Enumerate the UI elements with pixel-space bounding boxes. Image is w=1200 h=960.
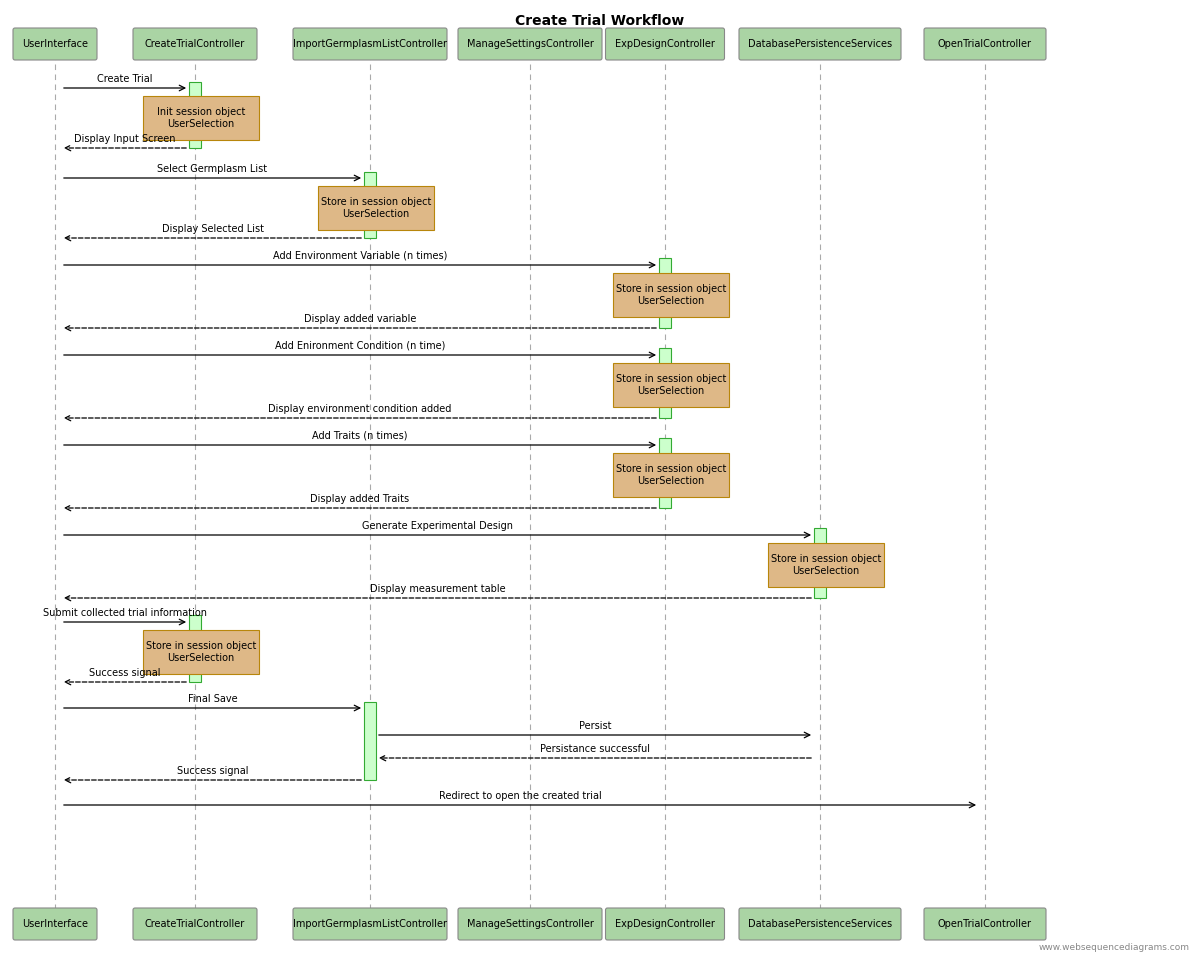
FancyBboxPatch shape bbox=[613, 363, 730, 407]
Text: Store in session object
UserSelection: Store in session object UserSelection bbox=[770, 554, 881, 576]
FancyBboxPatch shape bbox=[739, 908, 901, 940]
Text: DatabasePersistenceServices: DatabasePersistenceServices bbox=[748, 39, 892, 49]
FancyBboxPatch shape bbox=[659, 438, 671, 508]
FancyBboxPatch shape bbox=[924, 28, 1046, 60]
FancyBboxPatch shape bbox=[739, 28, 901, 60]
FancyBboxPatch shape bbox=[613, 273, 730, 317]
Text: CreateTrialController: CreateTrialController bbox=[145, 39, 245, 49]
Text: Init session object
UserSelection: Init session object UserSelection bbox=[157, 108, 245, 129]
Text: Display Selected List: Display Selected List bbox=[162, 224, 264, 234]
Text: Display added Traits: Display added Traits bbox=[311, 494, 409, 504]
Text: ImportGermplasmListController: ImportGermplasmListController bbox=[293, 919, 446, 929]
Text: Add Traits (n times): Add Traits (n times) bbox=[312, 431, 408, 441]
Text: Generate Experimental Design: Generate Experimental Design bbox=[362, 521, 514, 531]
Text: Display added variable: Display added variable bbox=[304, 314, 416, 324]
FancyBboxPatch shape bbox=[190, 82, 202, 148]
FancyBboxPatch shape bbox=[613, 453, 730, 497]
Text: Persistance successful: Persistance successful bbox=[540, 744, 650, 754]
FancyBboxPatch shape bbox=[458, 28, 602, 60]
FancyBboxPatch shape bbox=[293, 908, 446, 940]
Text: Final Save: Final Save bbox=[187, 694, 238, 704]
Text: Display environment condition added: Display environment condition added bbox=[269, 404, 451, 414]
Text: www.websequencediagrams.com: www.websequencediagrams.com bbox=[1039, 943, 1190, 952]
Text: Display Input Screen: Display Input Screen bbox=[74, 134, 175, 144]
FancyBboxPatch shape bbox=[143, 96, 259, 140]
Text: Store in session object
UserSelection: Store in session object UserSelection bbox=[320, 197, 431, 219]
Text: Display measurement table: Display measurement table bbox=[370, 584, 505, 594]
Text: ManageSettingsController: ManageSettingsController bbox=[467, 39, 594, 49]
FancyBboxPatch shape bbox=[13, 908, 97, 940]
Text: UserInterface: UserInterface bbox=[22, 919, 88, 929]
Text: Success signal: Success signal bbox=[89, 668, 161, 678]
Text: Store in session object
UserSelection: Store in session object UserSelection bbox=[146, 641, 256, 662]
Text: Create Trial: Create Trial bbox=[97, 74, 152, 84]
Text: ExpDesignController: ExpDesignController bbox=[616, 919, 715, 929]
FancyBboxPatch shape bbox=[133, 908, 257, 940]
Text: Submit collected trial information: Submit collected trial information bbox=[43, 608, 208, 618]
Text: ImportGermplasmListController: ImportGermplasmListController bbox=[293, 39, 446, 49]
FancyBboxPatch shape bbox=[364, 702, 376, 780]
FancyBboxPatch shape bbox=[606, 28, 725, 60]
Text: Select Germplasm List: Select Germplasm List bbox=[157, 164, 268, 174]
FancyBboxPatch shape bbox=[364, 172, 376, 238]
Text: OpenTrialController: OpenTrialController bbox=[938, 39, 1032, 49]
Text: ExpDesignController: ExpDesignController bbox=[616, 39, 715, 49]
FancyBboxPatch shape bbox=[659, 348, 671, 418]
FancyBboxPatch shape bbox=[768, 543, 884, 587]
Text: Add Environment Variable (n times): Add Environment Variable (n times) bbox=[272, 251, 448, 261]
Text: Persist: Persist bbox=[578, 721, 611, 731]
Text: Add Enironment Condition (n time): Add Enironment Condition (n time) bbox=[275, 341, 445, 351]
Text: UserInterface: UserInterface bbox=[22, 39, 88, 49]
FancyBboxPatch shape bbox=[143, 630, 259, 674]
Text: CreateTrialController: CreateTrialController bbox=[145, 919, 245, 929]
FancyBboxPatch shape bbox=[13, 28, 97, 60]
Text: Store in session object
UserSelection: Store in session object UserSelection bbox=[616, 465, 726, 486]
FancyBboxPatch shape bbox=[293, 28, 446, 60]
FancyBboxPatch shape bbox=[133, 28, 257, 60]
Text: Redirect to open the created trial: Redirect to open the created trial bbox=[439, 791, 601, 801]
FancyBboxPatch shape bbox=[458, 908, 602, 940]
FancyBboxPatch shape bbox=[924, 908, 1046, 940]
Text: Store in session object
UserSelection: Store in session object UserSelection bbox=[616, 284, 726, 306]
Text: Success signal: Success signal bbox=[176, 766, 248, 776]
FancyBboxPatch shape bbox=[318, 186, 434, 230]
FancyBboxPatch shape bbox=[190, 615, 202, 682]
FancyBboxPatch shape bbox=[606, 908, 725, 940]
Text: DatabasePersistenceServices: DatabasePersistenceServices bbox=[748, 919, 892, 929]
Text: Store in session object
UserSelection: Store in session object UserSelection bbox=[616, 374, 726, 396]
FancyBboxPatch shape bbox=[659, 258, 671, 328]
FancyBboxPatch shape bbox=[814, 528, 826, 598]
Text: Create Trial Workflow: Create Trial Workflow bbox=[515, 14, 685, 28]
Text: OpenTrialController: OpenTrialController bbox=[938, 919, 1032, 929]
Text: ManageSettingsController: ManageSettingsController bbox=[467, 919, 594, 929]
